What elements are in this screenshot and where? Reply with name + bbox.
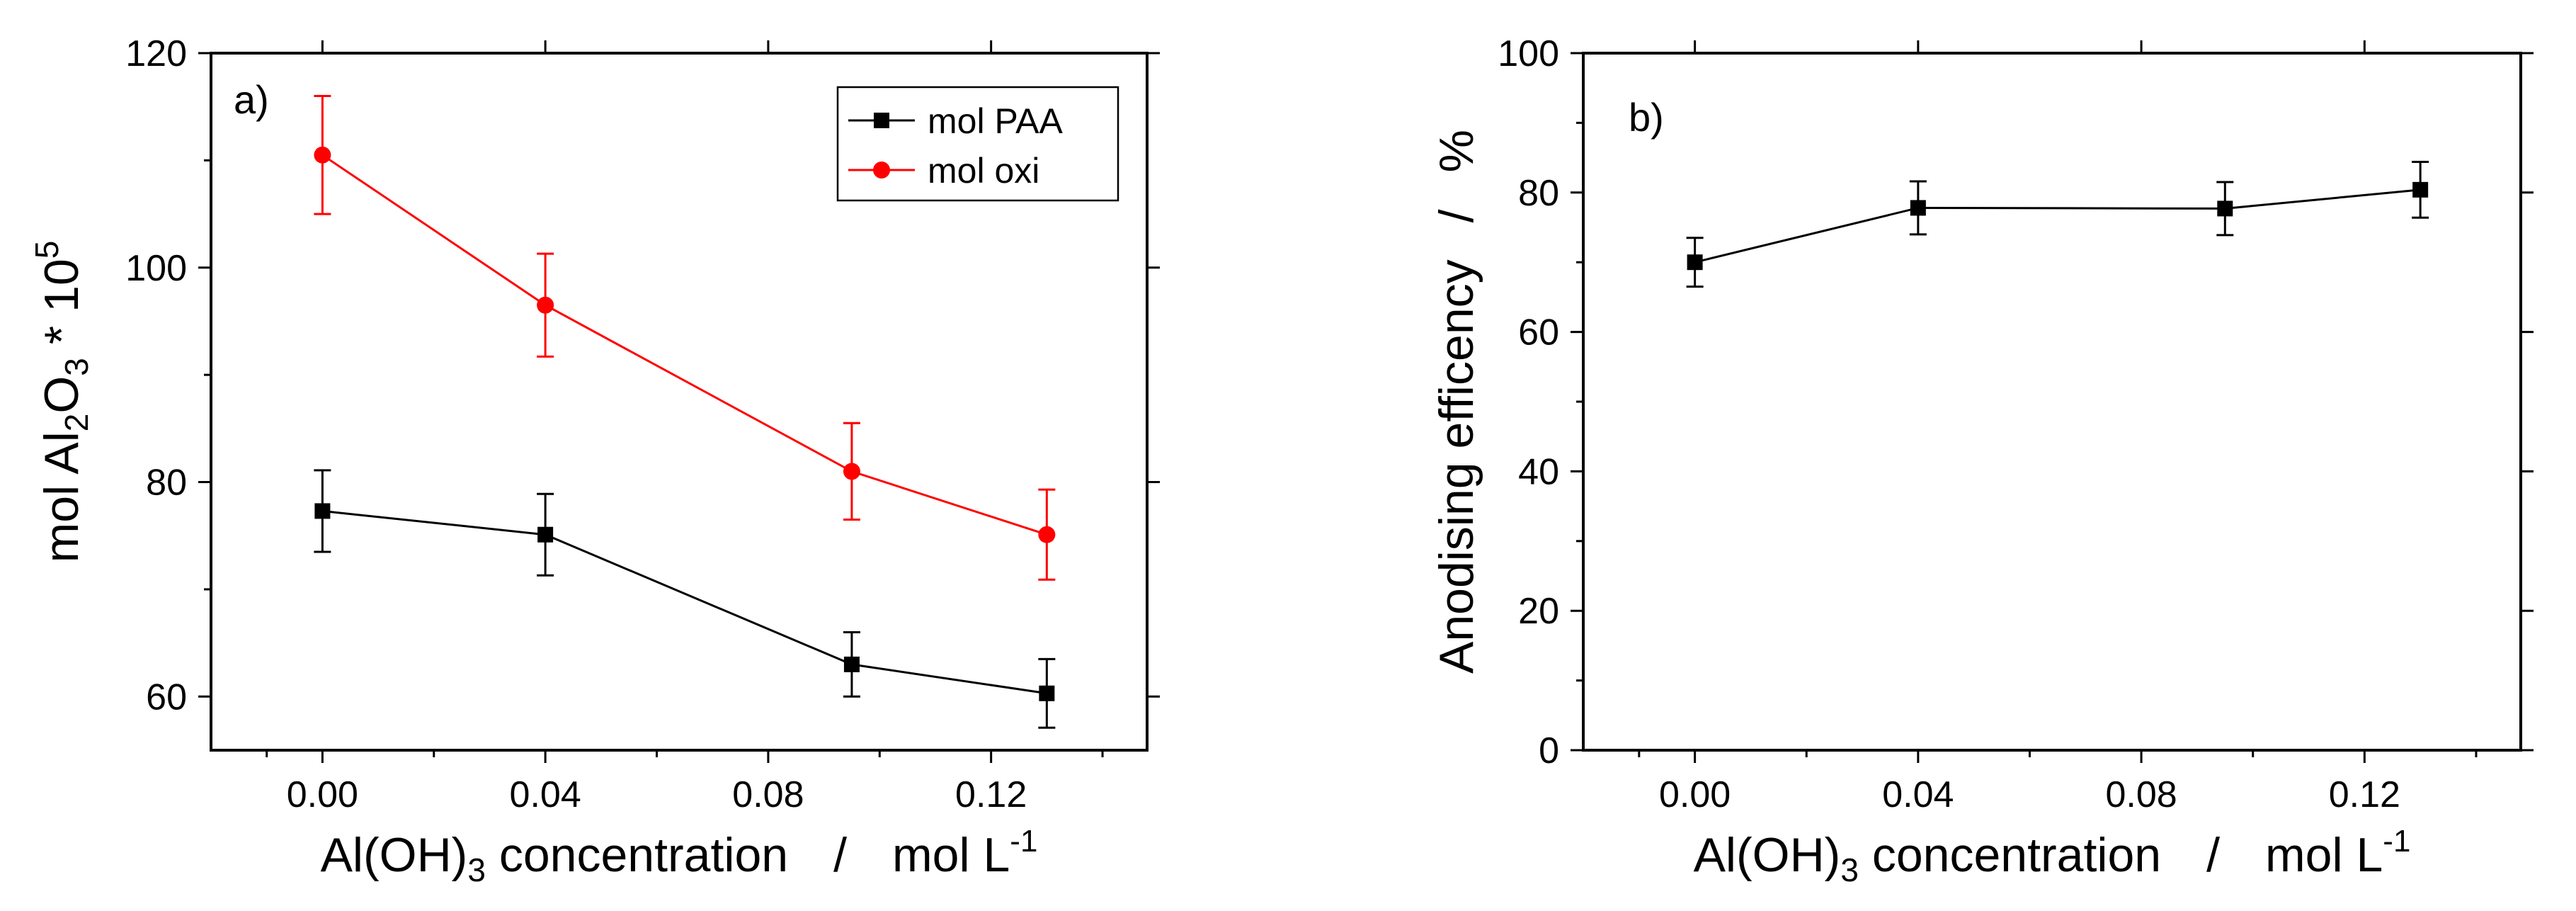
x-tick-label: 0.12: [955, 774, 1027, 815]
legend-marker-circle: [873, 162, 890, 179]
series-line-mol-oxi: [321, 154, 1047, 536]
y-tick-label: 60: [146, 677, 187, 718]
data-point: [1039, 685, 1055, 701]
x-tick-label: 0.12: [2329, 774, 2400, 815]
panel-label-a: a): [234, 77, 269, 122]
legend-label-mol-oxi: mol oxi: [928, 151, 1039, 191]
x-tick-label: 0.04: [1882, 774, 1954, 815]
y-tick-label: 120: [125, 33, 187, 74]
series-b: [1686, 161, 2429, 288]
ticks-a: [198, 40, 1160, 763]
data-point: [537, 296, 554, 314]
tick-labels-b: 0.00 0.04 0.08 0.12 0 20 40 60 80 100: [1498, 33, 2400, 815]
legend-entry-mol-oxi: mol oxi: [848, 151, 1039, 191]
y-axis-title-a: mol Al2O3 * 105: [28, 241, 95, 563]
panel-label-b: b): [1629, 95, 1664, 140]
x-tick-label: 0.08: [732, 774, 804, 815]
data-point: [843, 656, 860, 672]
x-tick-label: 0.04: [510, 774, 581, 815]
tick-labels-a: 0.00 0.04 0.08 0.12 60 80 100 120: [125, 33, 1027, 815]
y-tick-label: 100: [125, 248, 187, 289]
y-tick-label: 80: [146, 463, 187, 504]
y-tick-label: 40: [1518, 451, 1559, 492]
panel-b: 0.00 0.04 0.08 0.12 0 20 40 60 80 100 b) Al(OH)3 …: [1430, 33, 2534, 888]
data-point: [843, 463, 860, 480]
legend-entry-mol-paa: mol PAA: [848, 101, 1063, 141]
x-axis-title-b: Al(OH)3 concentration / mol L-1: [1694, 824, 2411, 888]
legend-box: [836, 86, 1119, 202]
data-point: [1687, 254, 1703, 271]
series-line-efficiency: [1694, 188, 2421, 264]
data-point: [537, 526, 554, 543]
legend-label-mol-paa: mol PAA: [928, 101, 1063, 141]
data-point: [2412, 181, 2429, 198]
y-tick-label: 0: [1539, 730, 1559, 771]
x-tick-label: 0.00: [287, 774, 358, 815]
series-a: [314, 95, 1056, 729]
legend-marker-square: [874, 113, 889, 128]
y-axis-title-b: Anodising efficency/%: [1430, 130, 1483, 674]
data-point: [1910, 200, 1926, 216]
x-tick-label: 0.08: [2105, 774, 2177, 815]
data-point: [2217, 200, 2233, 217]
panel-a: 0.00 0.04 0.08 0.12 60 80 100 120 a) mol PAA mo…: [28, 33, 1160, 888]
x-axis-title-a: Al(OH)3 concentration / mol L-1: [321, 824, 1038, 888]
legend-a: mol PAA mol oxi: [836, 86, 1119, 202]
data-point: [314, 146, 331, 164]
plot-frame-b: [1582, 52, 2522, 752]
y-tick-label: 20: [1518, 591, 1559, 632]
series-line-mol-paa: [322, 509, 1047, 695]
data-point: [1038, 526, 1056, 543]
plot-frame-a: [210, 52, 1149, 752]
y-tick-label: 60: [1518, 312, 1559, 353]
data-point: [314, 503, 331, 519]
x-tick-label: 0.00: [1659, 774, 1731, 815]
ticks-b: [1571, 40, 2534, 763]
y-tick-label: 80: [1518, 173, 1559, 214]
y-tick-label: 100: [1498, 33, 1559, 74]
